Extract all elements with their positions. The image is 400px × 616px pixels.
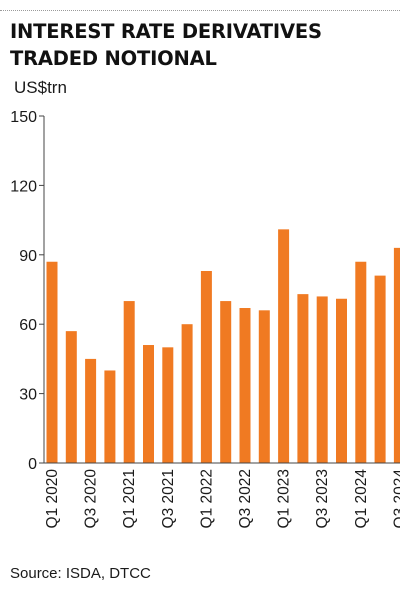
bar: [85, 358, 97, 463]
y-tick-label: 30: [19, 387, 37, 404]
bar: [393, 247, 400, 463]
bar: [239, 308, 251, 463]
bar: [65, 331, 77, 463]
bar: [143, 345, 154, 463]
x-tick-label: Q1 2023: [276, 469, 293, 528]
bar: [104, 370, 116, 463]
x-tick-label: Q3 2021: [160, 469, 177, 528]
x-tick-label: Q1 2022: [198, 469, 215, 528]
bar-chart: 0 30 60 90 120 150 Q1 2020 Q3 2020 Q1 2021 Q3 202…: [10, 109, 400, 529]
bar: [162, 347, 174, 463]
source-note: Source: ISDA, DTCC: [10, 565, 151, 582]
bar: [278, 229, 290, 463]
x-tick-label: Q1 2024: [353, 469, 370, 529]
y-tick-label: 60: [19, 317, 37, 334]
bar: [355, 261, 367, 463]
chart-title-line-2: TRADED NOTIONAL: [10, 47, 217, 70]
y-tick-label: 90: [19, 248, 37, 265]
chart-title-line-1: INTEREST RATE DERIVATIVES: [10, 20, 322, 43]
y-tick-label: 0: [28, 456, 37, 473]
bar: [123, 301, 135, 463]
x-tick-label: Q3 2024: [391, 469, 400, 529]
x-tick-label: Q1 2021: [121, 469, 138, 528]
bar: [316, 296, 328, 463]
x-tick-label: Q3 2020: [83, 469, 100, 529]
bar: [200, 270, 212, 463]
top-divider: [0, 10, 400, 11]
bar: [336, 298, 347, 463]
bar: [46, 261, 58, 463]
bar: [220, 301, 232, 463]
bar: [258, 310, 270, 463]
y-tick-label: 120: [10, 178, 37, 195]
x-tick-label: Q3 2023: [314, 469, 331, 528]
y-axis-unit-label: US$trn: [14, 78, 67, 97]
bar: [297, 294, 309, 463]
x-tick-label: Q3 2022: [237, 469, 254, 528]
x-tick-label: Q1 2020: [44, 469, 61, 529]
bar: [374, 275, 386, 463]
chart-title: INTEREST RATE DERIVATIVES TRADED NOTIONA…: [10, 18, 390, 72]
bar: [181, 324, 193, 463]
y-tick-label: 150: [10, 109, 37, 126]
